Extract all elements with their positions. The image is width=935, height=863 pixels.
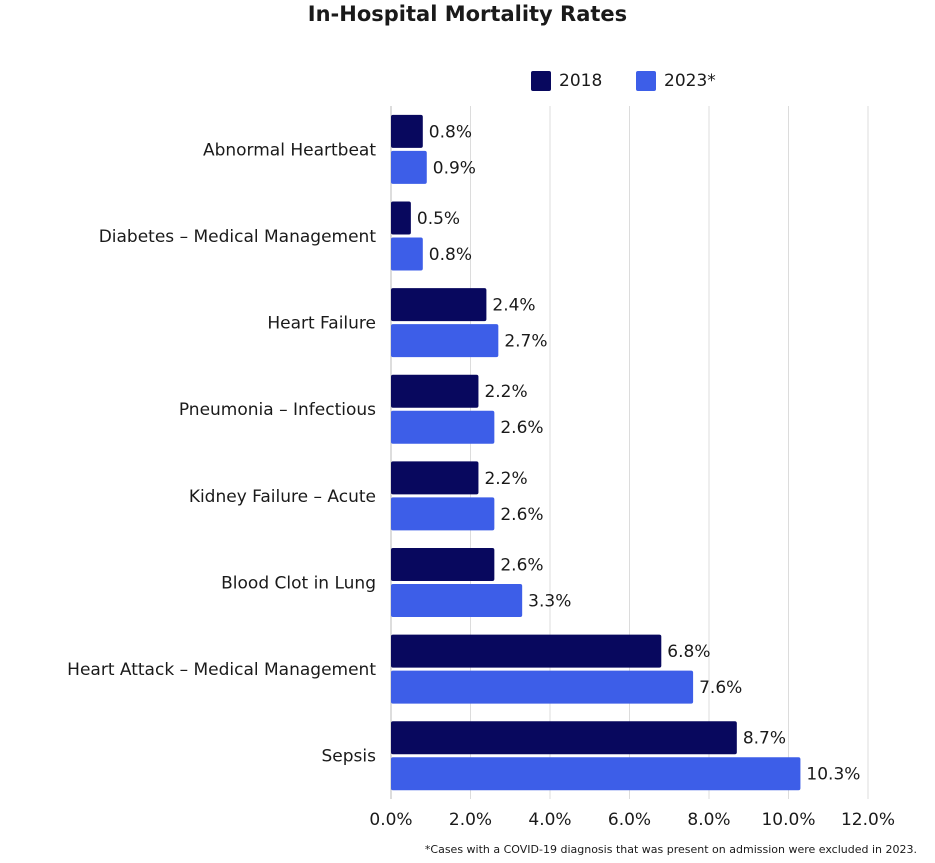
data-label: 2.2% — [484, 382, 527, 402]
data-label: 0.9% — [433, 158, 476, 178]
legend-item-2023: 2023* — [636, 71, 716, 91]
data-label: 2.6% — [500, 505, 543, 525]
bar-2023 — [391, 583, 523, 617]
legend-label-2023: 2023* — [664, 71, 716, 91]
bar-2023 — [391, 670, 694, 704]
bar-2018 — [391, 114, 423, 148]
bar-2023 — [391, 237, 423, 271]
data-label: 2.7% — [504, 332, 547, 352]
category-label: Abnormal Heartbeat — [203, 140, 376, 160]
legend-swatch-2023 — [636, 71, 656, 91]
x-tick-label: 12.0% — [841, 810, 895, 830]
bar-2018 — [391, 461, 479, 495]
bar-2023 — [391, 410, 495, 444]
x-tick-label: 6.0% — [608, 810, 651, 830]
legend-item-2018: 2018 — [531, 71, 602, 91]
x-tick-label: 8.0% — [687, 810, 730, 830]
data-label: 2.4% — [492, 296, 535, 316]
bar-2018 — [391, 374, 479, 408]
bar-2023 — [391, 324, 499, 358]
data-label: 8.7% — [743, 729, 786, 749]
data-label: 0.5% — [417, 209, 460, 229]
bar-2018 — [391, 547, 495, 581]
bar-2023 — [391, 497, 495, 531]
data-label: 10.3% — [806, 765, 860, 785]
x-tick-label: 10.0% — [761, 810, 815, 830]
bar-2018 — [391, 288, 487, 322]
category-label: Diabetes – Medical Management — [99, 227, 377, 247]
x-tick-label: 2.0% — [449, 810, 492, 830]
legend-swatch-2018 — [531, 71, 551, 91]
bar-2023 — [391, 757, 801, 791]
data-label: 0.8% — [429, 245, 472, 265]
category-label: Heart Failure — [267, 314, 376, 334]
category-label: Pneumonia – Infectious — [179, 400, 376, 420]
legend-label-2018: 2018 — [559, 71, 603, 91]
bar-2018 — [391, 201, 411, 235]
data-label: 7.6% — [699, 678, 742, 698]
category-label: Sepsis — [322, 747, 377, 767]
category-label: Kidney Failure – Acute — [189, 487, 376, 507]
bar-2018 — [391, 634, 662, 668]
x-tick-label: 0.0% — [369, 810, 412, 830]
chart-title: In-Hospital Mortality Rates — [307, 2, 628, 26]
data-label: 3.3% — [528, 591, 571, 611]
data-label: 2.2% — [484, 469, 527, 489]
category-label: Blood Clot in Lung — [221, 573, 376, 593]
bar-2023 — [391, 150, 427, 184]
data-label: 6.8% — [667, 642, 710, 662]
data-label: 0.8% — [429, 122, 472, 142]
data-label: 2.6% — [500, 555, 543, 575]
x-tick-label: 4.0% — [528, 810, 571, 830]
footnote: *Cases with a COVID-19 diagnosis that wa… — [424, 843, 917, 856]
data-label: 2.6% — [500, 418, 543, 438]
category-label: Heart Attack – Medical Management — [67, 660, 376, 680]
bar-2018 — [391, 721, 737, 755]
